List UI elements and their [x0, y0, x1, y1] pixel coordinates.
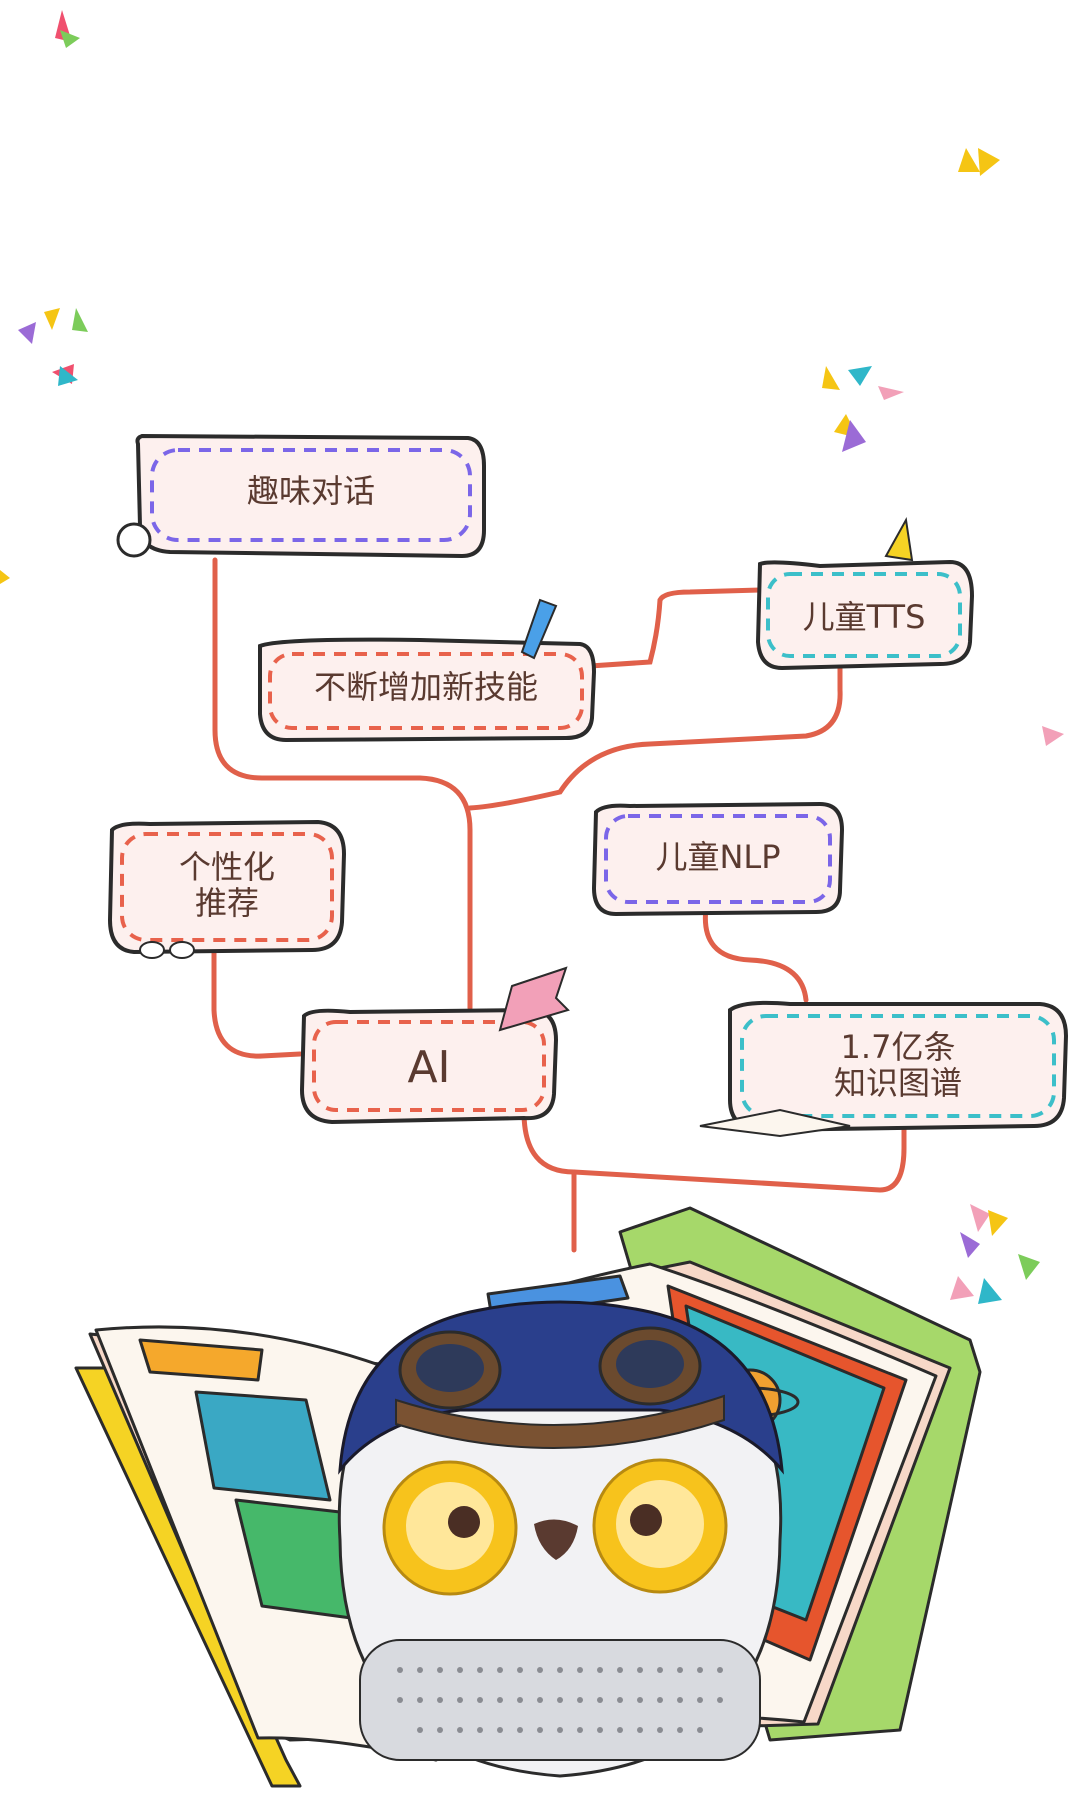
confetti-decorations: [0, 10, 1064, 1304]
kids-nlp-label: 儿童NLP: [655, 838, 781, 876]
new-skills-bubble: [258, 598, 597, 743]
kids-nlp-bubble: [591, 801, 845, 917]
ai-label: AI: [407, 1042, 451, 1093]
personalized-bubble: [107, 819, 347, 959]
personalized-label-line2: 推荐: [194, 884, 259, 922]
paper-note-icon: [498, 966, 570, 1032]
knowledge-label-line2: 知识图谱: [833, 1064, 962, 1102]
knowledge-label-line1: 1.7亿条: [840, 1028, 956, 1066]
ai-bubble: [299, 966, 570, 1125]
kids-tts-bubble: [755, 516, 975, 671]
robot-owl-speaker: [337, 1300, 784, 1778]
lightbulb-icon: [116, 522, 152, 558]
open-book-icon: [699, 1108, 851, 1138]
pencil-icon: [520, 598, 558, 660]
fun-dialog-bubble: [116, 433, 486, 559]
crayon-icon: [884, 516, 914, 562]
connector-lines: [211, 557, 907, 1253]
knowledge-graph-bubble: [699, 1000, 1069, 1138]
fun-dialog-label: 趣味对话: [246, 472, 375, 510]
kids-tts-label: 儿童TTS: [802, 598, 926, 636]
new-skills-label: 不断增加新技能: [313, 668, 538, 706]
personalized-label-line1: 个性化: [178, 848, 275, 886]
eyes-icon: [139, 941, 165, 959]
